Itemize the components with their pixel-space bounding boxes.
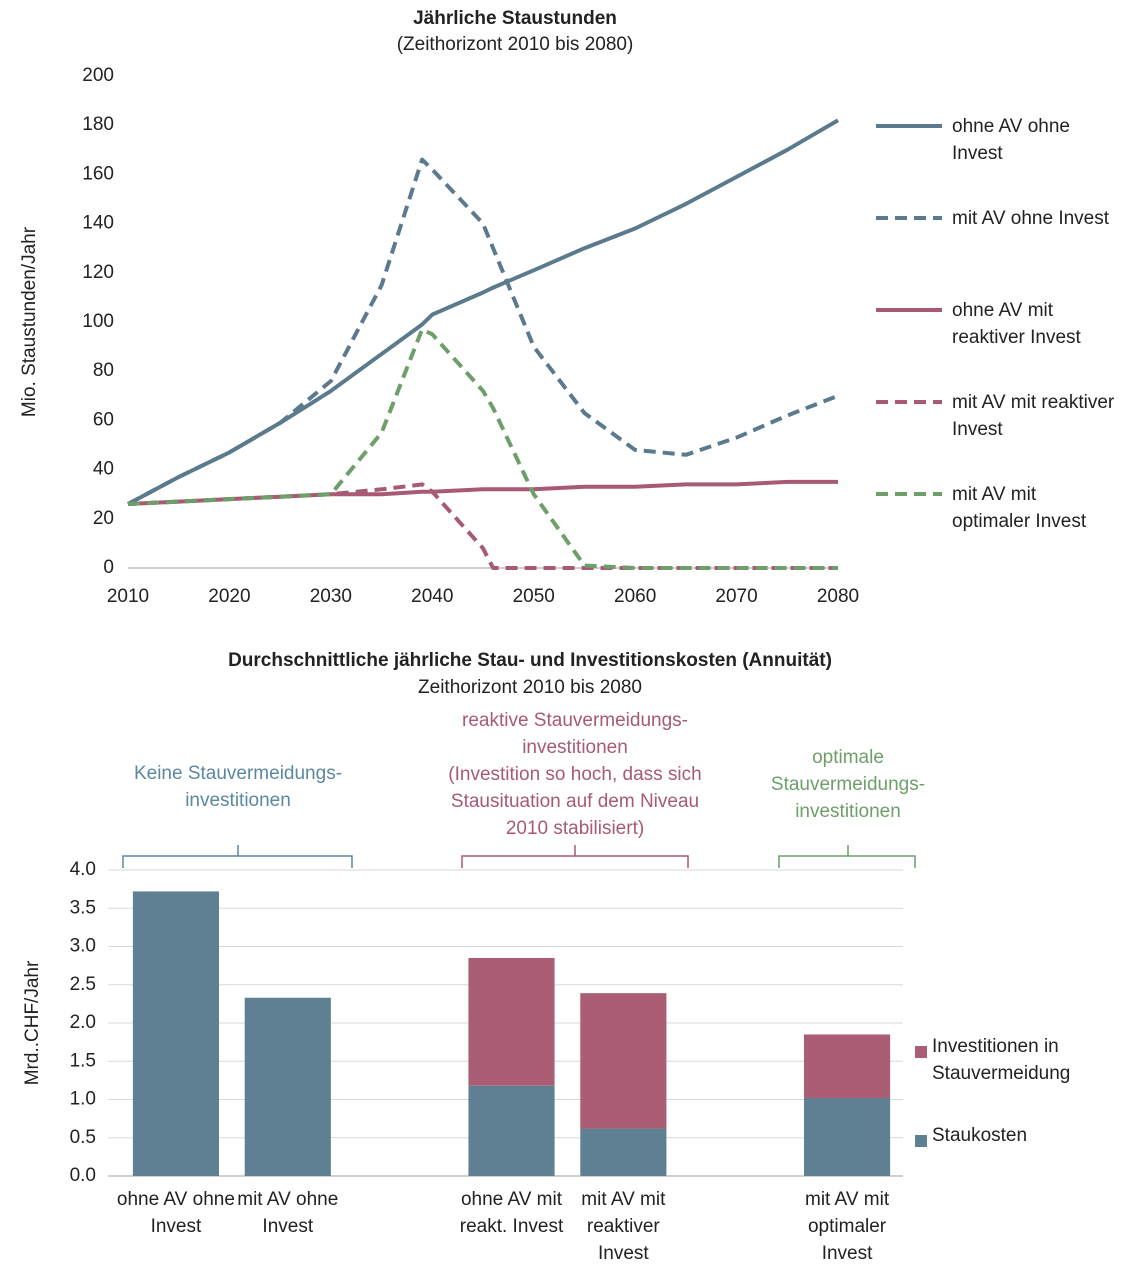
y-tick-label: 140 <box>82 213 114 234</box>
chart-subtitle: Zeithorizont 2010 bis 2080 <box>418 677 642 698</box>
bar-segment <box>580 1128 667 1176</box>
line-series <box>127 118 840 506</box>
annotation: optimale Stauvermeidungs- investitionen <box>770 747 926 822</box>
x-tick-label: 2030 <box>310 586 352 607</box>
x-tick-label: 2070 <box>715 586 757 607</box>
line-series <box>127 327 838 570</box>
annotation: reaktive Stauvermeidungs- investitionen … <box>448 710 702 839</box>
bar-segment <box>580 993 667 1129</box>
x-tick-label: ohne AV mit reakt. Invest <box>459 1189 564 1237</box>
legend-label: mit AV mit optimaler Invest <box>952 484 1087 532</box>
chart-title: Jährliche Staustunden <box>413 8 617 29</box>
x-tick-label: 2010 <box>107 586 149 607</box>
x-tick-label: mit AV ohne Invest <box>237 1189 339 1237</box>
y-axis-label: Mio. Staustunden/Jahr <box>19 226 40 417</box>
y-tick-label: 1.0 <box>70 1089 96 1110</box>
x-tick-label: mit AV mit optimaler Invest <box>805 1189 890 1264</box>
chart-title: Durchschnittliche jährliche Stau- und In… <box>228 650 832 671</box>
legend-label: ohne AV mit reaktiver Invest <box>952 300 1081 348</box>
y-tick-label: 100 <box>82 311 114 332</box>
bar-segment <box>468 1085 555 1176</box>
y-tick-label: 0.5 <box>70 1127 96 1148</box>
legend-label: ohne AV ohne Invest <box>952 116 1070 164</box>
legend-label: mit AV mit reaktiver Invest <box>952 392 1115 440</box>
y-tick-label: 3.5 <box>70 897 96 918</box>
annotation: Keine Stauvermeidungs- investitionen <box>133 763 343 811</box>
chart-subtitle: (Zeithorizont 2010 bis 2080) <box>397 34 634 55</box>
legend-swatch <box>915 1135 927 1147</box>
y-tick-label: 2.5 <box>70 974 96 995</box>
bar-segment <box>132 891 219 1176</box>
y-axis-label: Mrd..CHF/Jahr <box>22 960 43 1085</box>
y-tick-label: 0.0 <box>70 1165 96 1186</box>
bracket <box>122 845 353 868</box>
x-tick-label: 2040 <box>411 586 453 607</box>
y-tick-label: 40 <box>93 459 114 480</box>
y-tick-label: 60 <box>93 409 114 430</box>
x-tick-label: mit AV mit reaktiver Invest <box>581 1189 666 1264</box>
bar-segment <box>468 957 555 1086</box>
bar-segment <box>804 1034 891 1098</box>
bar-segment <box>804 1097 891 1176</box>
x-tick-label: 2060 <box>614 586 656 607</box>
bracket <box>461 845 689 868</box>
legend-label: mit AV ohne Invest <box>952 208 1110 229</box>
y-tick-label: 180 <box>82 114 114 135</box>
legend-label: Staukosten <box>932 1125 1028 1146</box>
y-tick-label: 1.5 <box>70 1050 96 1071</box>
y-tick-label: 3.0 <box>70 936 96 957</box>
x-tick-label: ohne AV ohne Invest <box>116 1189 235 1237</box>
y-tick-label: 80 <box>93 360 114 381</box>
x-tick-label: 2020 <box>208 586 250 607</box>
legend-swatch <box>915 1046 927 1058</box>
x-tick-label: 2050 <box>513 586 555 607</box>
y-tick-label: 2.0 <box>70 1012 96 1033</box>
bar-segment <box>244 997 331 1176</box>
legend-label: Investitionen in Stauvermeidung <box>932 1036 1071 1084</box>
y-tick-label: 200 <box>82 65 114 86</box>
bracket <box>778 845 916 868</box>
y-tick-label: 0 <box>103 557 114 578</box>
x-tick-label: 2080 <box>817 586 859 607</box>
y-tick-label: 4.0 <box>70 859 96 880</box>
y-tick-label: 160 <box>82 163 114 184</box>
y-tick-label: 120 <box>82 262 114 283</box>
y-tick-label: 20 <box>93 508 114 529</box>
line-series <box>127 157 839 506</box>
